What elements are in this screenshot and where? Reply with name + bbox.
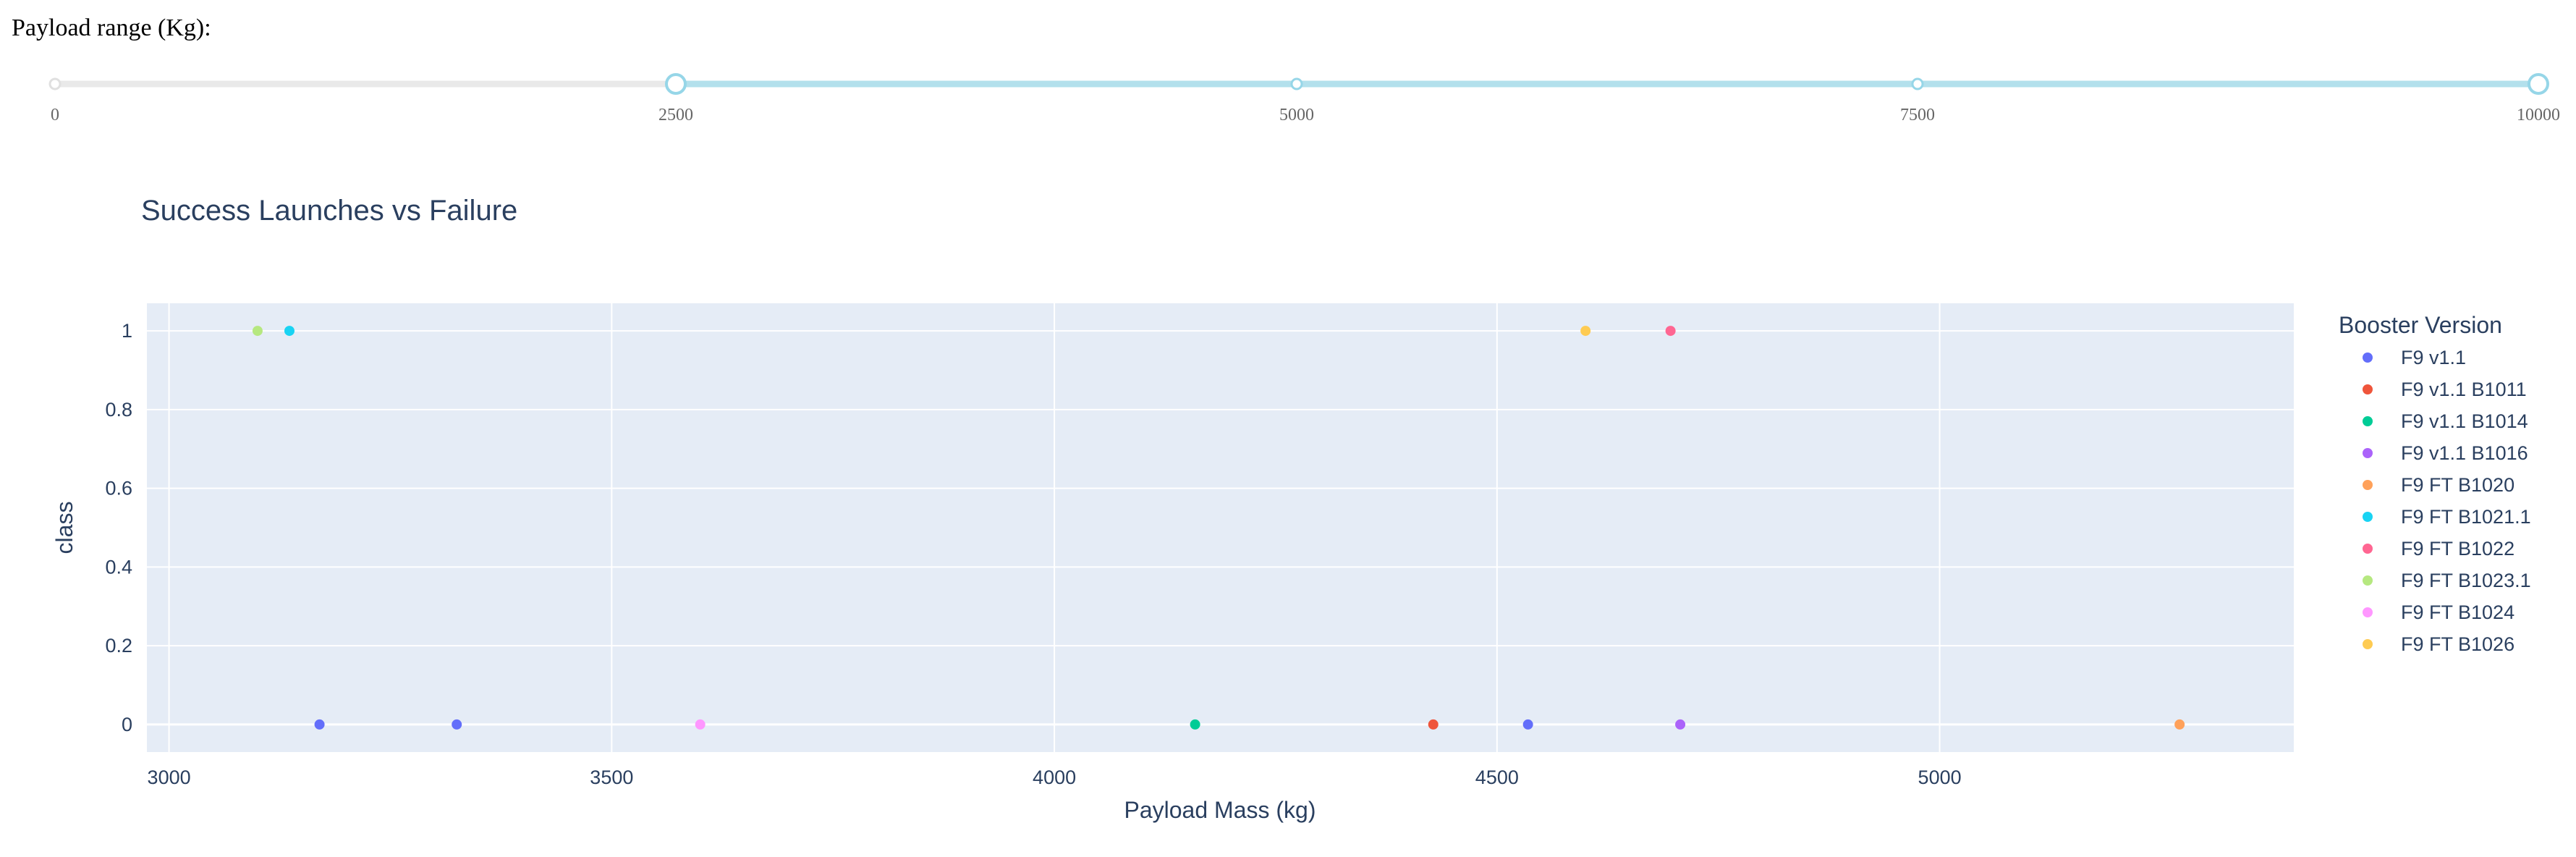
data-point (1428, 719, 1439, 730)
slider-mark-label: 0 (51, 106, 59, 124)
slider-mark-label: 7500 (1900, 106, 1935, 124)
y-tick-label: 0.2 (105, 635, 132, 657)
y-axis-ticks: 0 0.2 0.4 0.6 0.8 1 (105, 320, 132, 735)
slider-mark-dot[interactable] (1911, 77, 1924, 90)
legend: F9 v1.1 F9 v1.1 B1011 F9 v1.1 B1014 F9 v1.1… (2363, 347, 2531, 655)
chart-title: Success Launches vs Failure (141, 195, 517, 227)
legend-marker (2363, 544, 2373, 554)
legend-entry: F9 FT B1020 (2401, 474, 2514, 496)
legend-entry: F9 FT B1026 (2401, 633, 2514, 655)
x-tick-label: 5000 (1918, 767, 1962, 788)
legend-marker (2363, 607, 2373, 617)
legend-title: Booster Version (2339, 312, 2502, 338)
data-point (314, 719, 325, 730)
legend-entry: F9 v1.1 B1011 (2401, 379, 2527, 400)
data-point (1675, 719, 1686, 730)
legend-entry: F9 FT B1023.1 (2401, 570, 2531, 591)
y-tick-label: 0 (122, 714, 132, 735)
scatter-chart: Success Launches vs Failure 3000 3500 4000… (51, 195, 2531, 823)
y-tick-label: 0.8 (105, 399, 132, 421)
data-point (1665, 326, 1676, 337)
payload-range-slider[interactable]: 0 2500 5000 7500 10000 (0, 0, 2576, 145)
slider-handle-min[interactable] (665, 73, 687, 95)
slider-mark-dot[interactable] (1290, 77, 1303, 90)
y-tick-label: 1 (122, 320, 132, 342)
legend-entry: F9 FT B1022 (2401, 538, 2514, 560)
data-point (1190, 719, 1200, 730)
slider-mark-label: 5000 (1279, 106, 1314, 124)
x-tick-label: 3000 (148, 767, 191, 788)
legend-marker (2363, 448, 2373, 458)
slider-mark-label: 2500 (658, 106, 693, 124)
legend-entry: F9 v1.1 (2401, 347, 2466, 368)
legend-marker (2363, 352, 2373, 363)
x-axis-title: Payload Mass (kg) (1124, 797, 1316, 823)
legend-marker (2363, 575, 2373, 586)
data-point (2174, 719, 2185, 730)
legend-marker (2363, 480, 2373, 490)
legend-marker (2363, 512, 2373, 522)
legend-entry: F9 FT B1021.1 (2401, 506, 2531, 528)
slider-mark-dot[interactable] (48, 77, 62, 90)
data-point (1580, 326, 1591, 337)
payload-range-label: Payload range (Kg): (12, 14, 211, 41)
x-axis-ticks: 3000 3500 4000 4500 5000 (148, 767, 1962, 788)
data-points (252, 326, 2185, 730)
legend-marker (2363, 384, 2373, 394)
slider-handle-max[interactable] (2528, 73, 2549, 95)
y-axis-title: class (51, 502, 77, 554)
data-point (695, 719, 706, 730)
data-point (252, 326, 263, 337)
y-tick-label: 0.4 (105, 556, 132, 578)
grid (147, 303, 2294, 752)
x-tick-label: 3500 (590, 767, 633, 788)
legend-marker (2363, 416, 2373, 426)
x-tick-label: 4500 (1475, 767, 1519, 788)
y-tick-label: 0.6 (105, 478, 132, 499)
slider-mark-label: 10000 (2517, 106, 2560, 124)
legend-marker (2363, 639, 2373, 649)
x-tick-label: 4000 (1033, 767, 1076, 788)
legend-entry: F9 FT B1024 (2401, 601, 2514, 623)
data-point (452, 719, 462, 730)
data-point (1522, 719, 1533, 730)
data-point (284, 326, 295, 337)
legend-entry: F9 v1.1 B1014 (2401, 410, 2528, 432)
legend-entry: F9 v1.1 B1016 (2401, 442, 2528, 464)
plot-background (147, 303, 2294, 752)
